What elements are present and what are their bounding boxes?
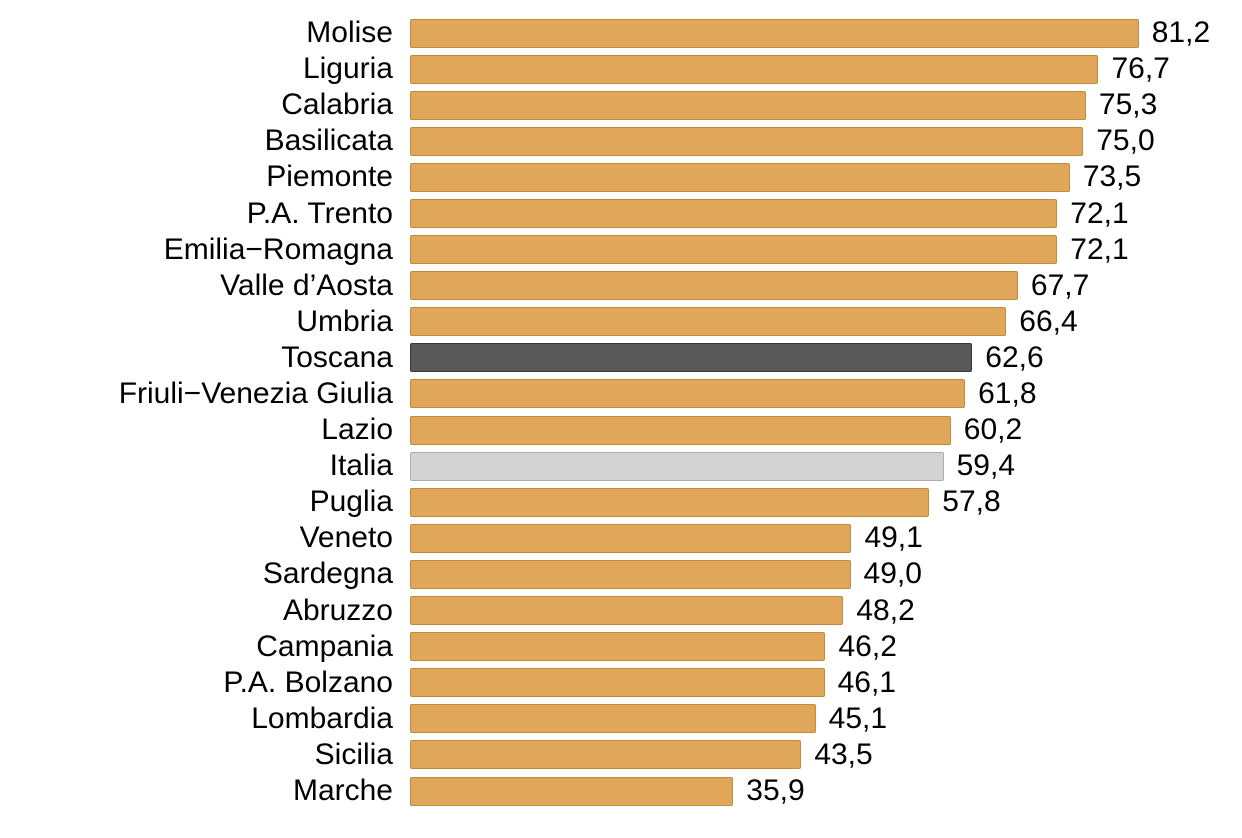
region-bar: [410, 235, 1058, 265]
region-value: 75,0: [1096, 124, 1155, 158]
region-bar: [410, 90, 1086, 120]
region-label: Molise: [306, 16, 393, 50]
region-bar: [410, 668, 825, 698]
region-value: 45,1: [828, 701, 888, 735]
chart-row: P.A. Trento 72,1: [0, 195, 1242, 231]
region-label: Lombardia: [251, 701, 393, 735]
region-bar: [410, 54, 1099, 84]
region-label: P.A. Trento: [246, 196, 393, 230]
region-bar: [410, 451, 944, 481]
chart-row: P.A. Bolzano 46,1: [0, 665, 1242, 701]
region-label: Toscana: [281, 340, 393, 374]
region-label: Abruzzo: [282, 593, 393, 627]
chart-row: Friuli−Venezia Giulia 61,8: [0, 376, 1242, 412]
chart-row: Basilicata 75,0: [0, 123, 1242, 159]
region-bar: [410, 632, 826, 662]
region-value: 66,4: [1019, 304, 1078, 338]
region-bar: [410, 18, 1139, 48]
region-value: 72,1: [1070, 232, 1129, 266]
region-value: 76,7: [1111, 52, 1170, 86]
region-bar: [410, 379, 966, 409]
region-label: Calabria: [281, 88, 393, 122]
chart-row: Veneto 49,1: [0, 520, 1242, 556]
region-value: 46,2: [838, 629, 897, 663]
region-value: 61,8: [978, 376, 1037, 410]
region-label: Liguria: [302, 52, 393, 86]
chart-row: Lombardia 45,1: [0, 701, 1242, 737]
chart-row: Italia 59,4: [0, 448, 1242, 484]
region-value: 59,4: [956, 449, 1016, 483]
region-label: Sicilia: [314, 737, 393, 771]
region-label: Umbria: [296, 304, 393, 338]
region-label: Valle d’Aosta: [220, 268, 393, 302]
region-value: 57,8: [942, 485, 1001, 519]
region-bar: [410, 126, 1084, 156]
region-label: Friuli−Venezia Giulia: [118, 376, 393, 410]
region-value: 43,5: [814, 737, 873, 771]
region-bar: [410, 307, 1007, 337]
region-label: Lazio: [321, 413, 393, 447]
chart-row: Sardegna 49,0: [0, 556, 1242, 592]
chart-rows: Molise 81,2 Liguria 76,7 Calabria 75,3 B…: [0, 15, 1242, 809]
region-value: 35,9: [746, 774, 805, 808]
chart-row: Liguria 76,7: [0, 51, 1242, 87]
region-label: P.A. Bolzano: [223, 665, 393, 699]
region-bar: [410, 559, 851, 589]
region-label: Puglia: [309, 485, 393, 519]
chart-row: Puglia 57,8: [0, 484, 1242, 520]
region-value: 49,0: [863, 557, 922, 591]
chart-row: Marche 35,9: [0, 773, 1242, 809]
chart-row: Molise 81,2: [0, 15, 1242, 51]
region-bar: [410, 487, 930, 517]
region-value: 48,2: [856, 593, 915, 627]
region-bar: [410, 415, 951, 445]
chart-row: Lazio 60,2: [0, 412, 1242, 448]
region-value: 73,5: [1082, 160, 1142, 194]
chart-row: Abruzzo 48,2: [0, 593, 1242, 629]
chart-row: Campania 46,2: [0, 629, 1242, 665]
chart-row: Umbria 66,4: [0, 304, 1242, 340]
region-label: Veneto: [299, 521, 393, 555]
chart-row: Emilia−Romagna 72,1: [0, 232, 1242, 268]
region-bar: [410, 199, 1058, 229]
region-label: Basilicata: [264, 124, 393, 158]
region-bar: [410, 740, 802, 770]
region-value: 72,1: [1070, 196, 1129, 230]
region-bar: [410, 523, 852, 553]
region-label: Emilia−Romagna: [163, 232, 393, 266]
region-value: 60,2: [963, 413, 1023, 447]
region-label: Campania: [256, 629, 393, 663]
chart-row: Piemonte 73,5: [0, 159, 1242, 195]
region-value: 62,6: [985, 340, 1044, 374]
region-bar: [410, 596, 844, 626]
region-value: 49,1: [864, 521, 923, 555]
region-bar: [410, 162, 1070, 192]
bar-chart: Molise 81,2 Liguria 76,7 Calabria 75,3 B…: [0, 15, 1242, 809]
region-bar: [410, 343, 973, 373]
region-bar: [410, 271, 1018, 301]
region-value: 81,2: [1151, 16, 1211, 50]
region-value: 67,7: [1030, 268, 1090, 302]
chart-row: Toscana 62,6: [0, 340, 1242, 376]
region-label: Piemonte: [266, 160, 393, 194]
region-label: Marche: [292, 774, 393, 808]
region-value: 75,3: [1098, 88, 1158, 122]
chart-row: Calabria 75,3: [0, 87, 1242, 123]
region-bar: [410, 704, 816, 734]
chart-row: Valle d’Aosta 67,7: [0, 268, 1242, 304]
chart-row: Sicilia 43,5: [0, 737, 1242, 773]
region-bar: [410, 776, 734, 806]
region-label: Italia: [329, 449, 393, 483]
region-label: Sardegna: [262, 557, 393, 591]
region-value: 46,1: [837, 665, 896, 699]
